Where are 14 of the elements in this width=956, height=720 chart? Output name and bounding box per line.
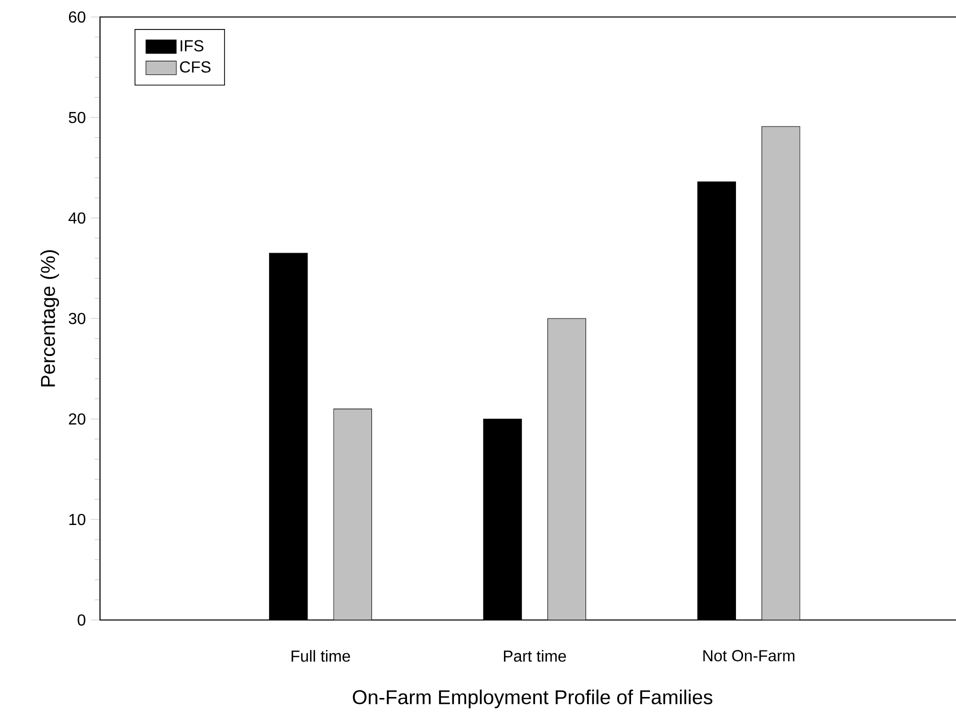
x-tick-label: Full time (292, 650, 350, 662)
y-tick-label: 60 (68, 11, 86, 23)
x-tick-label: Not On-Farm (703, 650, 794, 662)
y-tick-label: 30 (68, 312, 86, 324)
legend-label: IFS (180, 40, 204, 52)
y-tick-label: 0 (78, 614, 86, 626)
y-tick-label: 40 (68, 212, 86, 224)
x-tick-label: Part time (504, 650, 566, 662)
x-axis-title: On-Farm Employment Profile of Families (352, 690, 712, 708)
legend-label: CFS (180, 61, 210, 73)
y-tick-label: 20 (68, 413, 86, 425)
y-tick-label: 50 (68, 112, 86, 124)
y-tick-label: 10 (69, 514, 86, 526)
y-axis-title: Percentage (%) (40, 250, 60, 386)
